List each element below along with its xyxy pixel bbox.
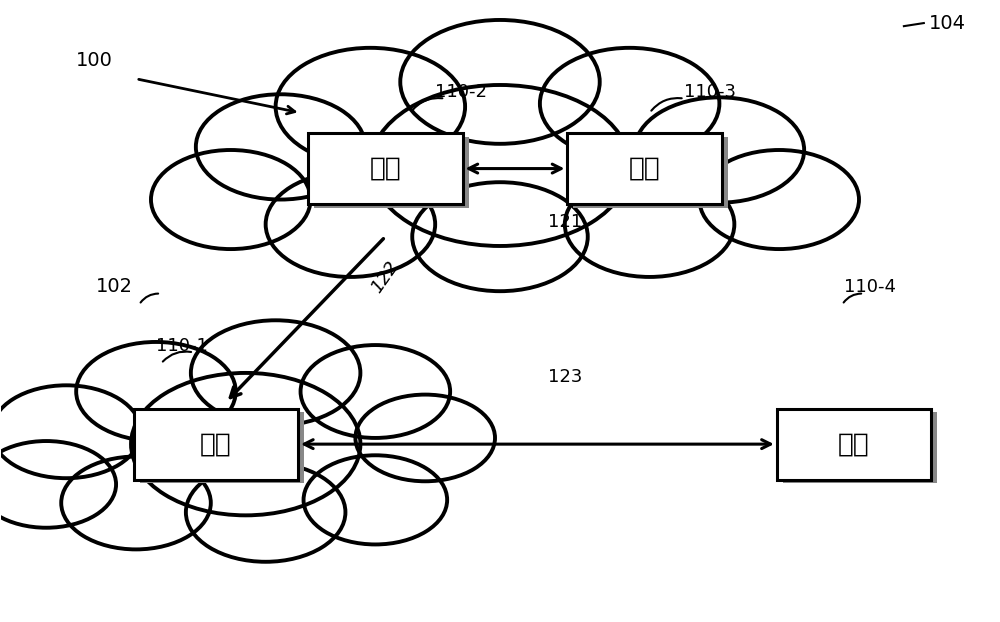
Circle shape <box>412 182 588 291</box>
Text: 110-2: 110-2 <box>435 83 487 101</box>
Text: 123: 123 <box>548 368 582 386</box>
FancyArrowPatch shape <box>304 440 771 448</box>
Circle shape <box>540 48 719 159</box>
Circle shape <box>565 172 734 277</box>
Circle shape <box>635 98 804 203</box>
Text: 121: 121 <box>548 213 582 231</box>
Circle shape <box>276 48 465 165</box>
Circle shape <box>76 342 236 441</box>
Text: 110-3: 110-3 <box>684 83 736 101</box>
FancyArrowPatch shape <box>469 164 561 173</box>
Circle shape <box>400 20 600 144</box>
FancyBboxPatch shape <box>140 412 304 483</box>
Text: 122: 122 <box>368 258 403 297</box>
Text: 设备: 设备 <box>838 431 870 457</box>
FancyArrowPatch shape <box>139 80 295 114</box>
Text: 110-1: 110-1 <box>156 337 208 355</box>
Circle shape <box>0 441 116 527</box>
Circle shape <box>301 345 450 438</box>
FancyBboxPatch shape <box>777 409 931 480</box>
FancyBboxPatch shape <box>308 133 463 204</box>
Text: 104: 104 <box>929 14 966 33</box>
Text: 110-4: 110-4 <box>844 279 896 297</box>
Circle shape <box>304 455 447 544</box>
FancyBboxPatch shape <box>314 137 469 208</box>
FancyBboxPatch shape <box>134 409 298 480</box>
Text: 设备: 设备 <box>629 156 660 182</box>
Circle shape <box>266 172 435 277</box>
Circle shape <box>191 320 360 425</box>
Circle shape <box>370 85 630 246</box>
Circle shape <box>131 373 360 516</box>
Circle shape <box>186 463 345 562</box>
FancyBboxPatch shape <box>573 137 728 208</box>
Circle shape <box>699 150 859 249</box>
Circle shape <box>355 394 495 481</box>
Circle shape <box>61 457 211 549</box>
Circle shape <box>196 95 365 200</box>
Text: 设备: 设备 <box>200 431 232 457</box>
FancyArrowPatch shape <box>230 239 383 397</box>
FancyBboxPatch shape <box>783 412 937 483</box>
Circle shape <box>0 385 141 478</box>
Text: 设备: 设备 <box>369 156 401 182</box>
Text: 102: 102 <box>96 277 133 297</box>
FancyBboxPatch shape <box>567 133 722 204</box>
Circle shape <box>151 150 311 249</box>
Text: 100: 100 <box>76 52 113 70</box>
